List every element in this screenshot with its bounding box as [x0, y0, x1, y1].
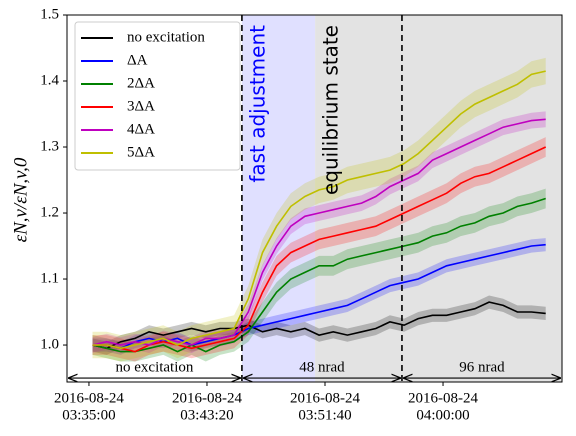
- span-label: 48 nrad: [299, 359, 345, 375]
- line: [92, 301, 546, 350]
- x-tick-label: 2016-08-24: [172, 390, 242, 406]
- y-tick-label: 1.5: [40, 6, 59, 22]
- error-band: [92, 295, 546, 355]
- x-tick-label: 2016-08-24: [54, 390, 124, 406]
- legend-label: ΔA: [127, 52, 148, 68]
- span-label: no excitation: [116, 359, 194, 375]
- y-tick-label: 1.4: [40, 72, 59, 88]
- error-band: [92, 111, 546, 354]
- region: [315, 15, 562, 382]
- x-tick-label: 2016-08-24: [290, 390, 360, 406]
- span-label: 96 nrad: [459, 359, 505, 375]
- axes-frame: [66, 14, 563, 383]
- background-layer: [241, 15, 562, 382]
- line: [92, 70, 546, 350]
- y-tick-label: 1.2: [40, 204, 59, 220]
- overlay-layer: fast adjustment equilibrium state no excit…: [40, 6, 563, 423]
- line: [92, 197, 546, 353]
- error-band: [92, 238, 546, 355]
- y-tick-label: 1.3: [40, 138, 59, 154]
- plot-layer: [92, 57, 547, 362]
- x-tick-label: 03:35:00: [62, 407, 115, 423]
- x-tick-label: 2016-08-24: [408, 390, 478, 406]
- legend-box: [74, 21, 241, 171]
- legend-label: 2ΔA: [127, 75, 155, 91]
- region-label: equilibrium state: [319, 25, 343, 195]
- legend-label: 4ΔA: [127, 121, 155, 137]
- legend-label: 3ΔA: [127, 98, 155, 114]
- legend-label: 5ΔA: [127, 144, 155, 160]
- y-axis-label: εN,v/εN,v,0: [10, 157, 31, 242]
- line: [92, 118, 546, 346]
- y-tick-label: 1.0: [40, 336, 59, 352]
- region-label: fast adjustment: [245, 25, 269, 183]
- error-band: [92, 57, 546, 362]
- error-band: [92, 137, 546, 362]
- line: [92, 146, 547, 353]
- x-tick-label: 04:00:00: [416, 407, 469, 423]
- y-tick-label: 1.1: [40, 270, 59, 286]
- error-band: [92, 188, 546, 362]
- legend-label: no excitation: [127, 29, 205, 45]
- x-tick-label: 03:51:40: [298, 407, 351, 423]
- x-tick-label: 03:43:20: [180, 407, 233, 423]
